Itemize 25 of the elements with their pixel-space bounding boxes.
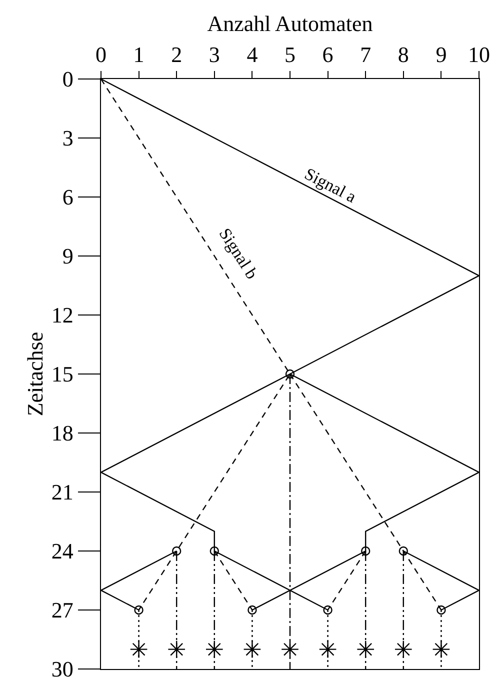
y-tick-label: 9 [62,244,74,269]
x-axis-title: Anzahl Automaten [207,10,373,36]
x-tick-label: 3 [208,42,220,67]
y-tick-label: 0 [62,66,74,92]
y-tick-label: 30 [51,656,74,682]
x-tick-label: 0 [96,42,106,67]
y-tick-label: 15 [51,362,74,387]
x-tick-label: 9 [436,42,447,67]
x-tick-label: 1 [133,42,144,67]
y-tick-label: 12 [51,302,74,328]
y-axis-title: Zeitachse [22,332,48,416]
x-tick-label: 6 [322,42,334,67]
x-tick-label: 8 [398,42,409,67]
text: Signal a [302,164,360,207]
x-tick-label: 2 [171,42,182,67]
y-tick-label: 27 [51,598,74,623]
y-tick-label: 24 [51,538,74,564]
y-tick-label: 6 [62,184,74,210]
y-tick-label: 18 [51,420,74,446]
y-tick-label: 3 [62,126,74,151]
x-tick-label: 10 [468,42,490,67]
x-tick-label: 4 [246,42,258,67]
x-tick-label: 7 [360,42,372,67]
y-tick-label: 21 [51,480,74,505]
x-tick-label: 5 [284,42,296,67]
